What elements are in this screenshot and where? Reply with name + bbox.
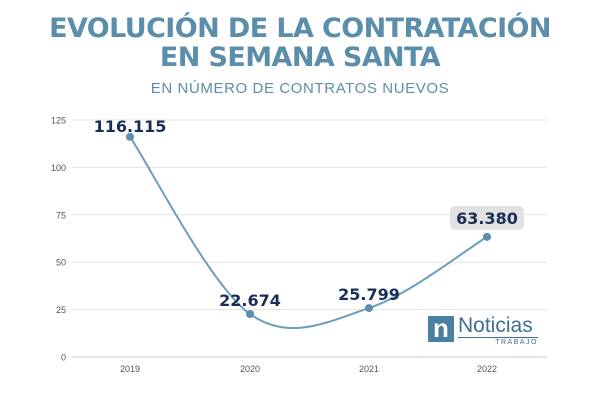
x-tick-label: 2019 (120, 364, 140, 374)
data-label: 116.115 (94, 117, 167, 136)
x-tick-label: 2022 (477, 364, 497, 374)
data-point (483, 232, 491, 241)
y-tick-label: 125 (51, 116, 66, 126)
y-tick-label: 50 (56, 258, 66, 268)
data-label: 25.799 (338, 285, 400, 304)
chart-subtitle: EN NÚMERO DE CONTRATOS NUEVOS (150, 80, 450, 97)
data-point (126, 132, 134, 141)
data-point (365, 304, 373, 313)
logo-name: Noticias (458, 314, 533, 337)
chart-title: EVOLUCIÓN DE LA CONTRATACIÓN EN SEMANA S… (0, 14, 600, 72)
data-label: 22.674 (219, 291, 281, 310)
noticias-trabajo-logo: n Noticias TRABAJO (428, 314, 548, 348)
x-tick-label: 2021 (359, 364, 379, 374)
x-tick-label: 2020 (240, 364, 260, 374)
series-line (129, 136, 488, 330)
highlight-bubble (450, 205, 524, 230)
logo-mark-icon: n (428, 315, 454, 342)
y-tick-label: 0 (61, 353, 66, 363)
chart-title-line-1: EVOLUCIÓN DE LA CONTRATACIÓN (49, 13, 551, 44)
data-label: 63.380 (456, 209, 518, 228)
y-tick-label: 100 (51, 163, 66, 173)
data-point (246, 310, 254, 319)
y-tick-label: 25 (56, 305, 66, 315)
logo-subtitle: TRABAJO (458, 337, 538, 346)
chart-title-line-2: EN SEMANA SANTA (159, 42, 441, 73)
y-tick-label: 75 (56, 210, 66, 220)
